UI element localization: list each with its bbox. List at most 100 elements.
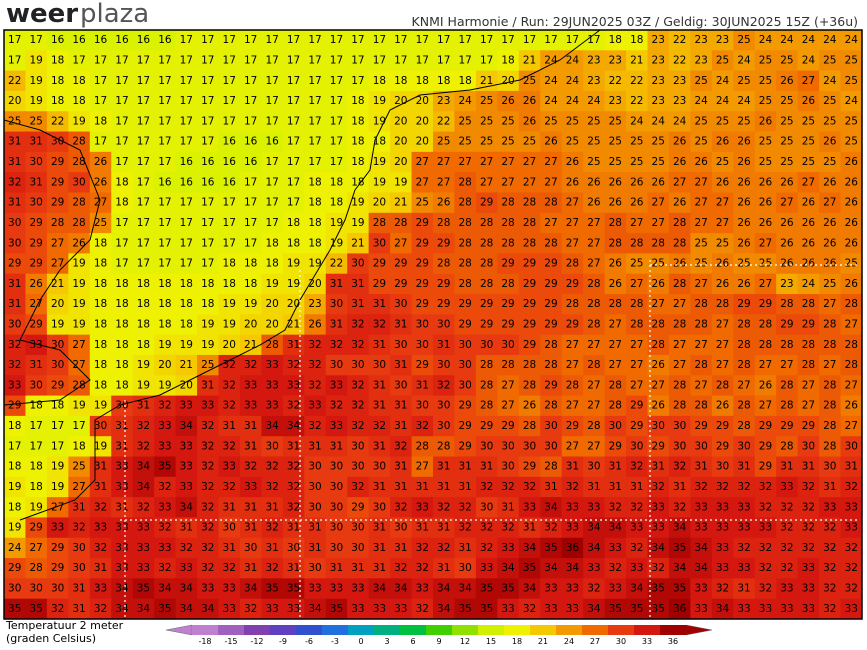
colorbar-segment xyxy=(504,625,531,635)
temperature-cell xyxy=(776,354,799,376)
temperature-cell xyxy=(711,273,734,295)
temperature-label: 25 xyxy=(416,197,429,209)
temperature-cell xyxy=(626,172,648,193)
temperature-cell xyxy=(368,578,391,600)
temperature-label: 24 xyxy=(780,34,794,46)
temperature-cell xyxy=(433,354,455,376)
temperature-label: 34 xyxy=(265,420,279,432)
temperature-cell xyxy=(325,415,348,437)
temperature-label: 25 xyxy=(480,136,493,148)
temperature-cell xyxy=(626,253,648,275)
temperature-label: 26 xyxy=(737,136,751,148)
temperature-label: 17 xyxy=(158,156,171,168)
temperature-label: 30 xyxy=(694,440,707,452)
temperature-cell xyxy=(304,314,327,336)
temperature-label: 33 xyxy=(716,562,729,574)
temperature-label: 31 xyxy=(115,501,128,513)
temperature-label: 26 xyxy=(845,237,859,249)
temperature-label: 32 xyxy=(394,501,407,513)
temperature-label: 31 xyxy=(416,379,429,391)
temperature-cell xyxy=(604,537,627,559)
temperature-cell xyxy=(411,294,434,315)
temperature-label: 18 xyxy=(94,319,107,331)
temperature-cell xyxy=(154,375,177,397)
temperature-cell xyxy=(25,90,48,112)
temperature-label: 26 xyxy=(845,217,859,229)
temperature-label: 33 xyxy=(694,522,707,534)
temperature-cell xyxy=(668,476,691,498)
temperature-label: 26 xyxy=(72,237,86,249)
temperature-label: 31 xyxy=(244,522,257,534)
temperature-label: 19 xyxy=(29,95,42,107)
temperature-label: 29 xyxy=(759,440,772,452)
temperature-label: 29 xyxy=(416,298,429,310)
temperature-label: 20 xyxy=(8,95,21,107)
temperature-label: 32 xyxy=(823,522,836,534)
temperature-cell xyxy=(690,598,713,620)
temperature-cell xyxy=(540,578,563,600)
temperature-label: 26 xyxy=(652,278,666,290)
temperature-label: 17 xyxy=(394,54,407,66)
temperature-cell xyxy=(497,436,520,458)
temperature-cell xyxy=(239,436,262,458)
temperature-cell xyxy=(154,253,177,275)
temperature-cell xyxy=(647,212,670,234)
temperature-cell xyxy=(197,375,219,397)
temperature-label: 18 xyxy=(180,319,193,331)
temperature-cell xyxy=(304,253,327,275)
temperature-label: 27 xyxy=(566,197,579,209)
temperature-cell xyxy=(626,314,648,336)
temperature-cell xyxy=(776,517,799,539)
temperature-cell xyxy=(819,111,842,133)
temperature-label: 30 xyxy=(308,481,321,493)
temperature-cell xyxy=(497,537,520,559)
temperature-label: 32 xyxy=(351,319,364,331)
temperature-cell xyxy=(733,294,756,315)
temperature-cell xyxy=(454,111,477,133)
temperature-cell xyxy=(668,131,691,153)
temperature-label: 18 xyxy=(94,237,107,249)
temperature-cell xyxy=(797,314,820,336)
temperature-cell xyxy=(347,354,370,376)
temperature-label: 28 xyxy=(694,400,707,412)
temperature-cell xyxy=(561,395,584,417)
temperature-label: 28 xyxy=(501,359,514,371)
temperature-cell xyxy=(604,354,627,376)
colorbar-segment xyxy=(218,625,245,635)
temperature-label: 20 xyxy=(180,379,193,391)
temperature-label: 29 xyxy=(759,461,772,473)
temperature-cell xyxy=(175,294,198,315)
temperature-cell xyxy=(733,273,756,295)
temperature-cell xyxy=(647,172,670,193)
temperature-label: 33 xyxy=(351,603,364,615)
temperature-cell xyxy=(583,558,606,579)
temperature-cell xyxy=(197,273,219,295)
temperature-label: 18 xyxy=(137,339,150,351)
temperature-cell xyxy=(690,537,713,559)
temperature-cell xyxy=(25,578,48,600)
temperature-label: 19 xyxy=(180,339,193,351)
temperature-label: 26 xyxy=(845,400,859,412)
temperature-label: 32 xyxy=(737,542,750,554)
temperature-cell xyxy=(690,558,713,579)
temperature-label: 17 xyxy=(287,54,300,66)
temperature-label: 25 xyxy=(823,156,836,168)
temperature-label: 32 xyxy=(394,440,407,452)
temperature-label: 32 xyxy=(652,562,665,574)
temperature-cell xyxy=(647,90,670,112)
temperature-label: 17 xyxy=(308,136,321,148)
temperature-label: 17 xyxy=(51,420,64,432)
temperature-cell xyxy=(840,50,863,72)
temperature-label: 27 xyxy=(51,237,64,249)
temperature-cell xyxy=(282,395,305,417)
temperature-label: 33 xyxy=(201,400,214,412)
temperature-cell xyxy=(175,375,198,397)
temperature-label: 31 xyxy=(351,278,364,290)
temperature-label: 19 xyxy=(8,522,21,534)
temperature-cell xyxy=(218,598,241,620)
temperature-label: 28 xyxy=(673,237,686,249)
temperature-label: 27 xyxy=(652,217,665,229)
temperature-cell xyxy=(390,233,413,254)
temperature-cell xyxy=(390,192,413,214)
temperature-label: 32 xyxy=(716,583,729,595)
